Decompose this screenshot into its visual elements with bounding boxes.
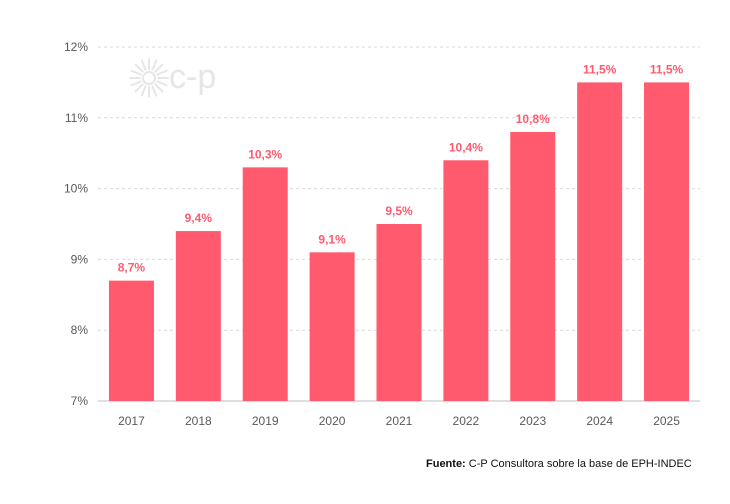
- x-tick-label: 2021: [386, 414, 413, 428]
- sun-core: [142, 71, 156, 85]
- bars: [108, 82, 690, 402]
- data-label: 8,7%: [118, 261, 146, 275]
- sun-ray: [140, 59, 147, 71]
- bar: [644, 82, 690, 402]
- sun-ray: [154, 83, 164, 93]
- x-tick-label: 2017: [118, 414, 145, 428]
- x-tick-label: 2019: [252, 414, 279, 428]
- source-note: Fuente: C-P Consultora sobre la base de …: [426, 458, 692, 470]
- bar: [510, 131, 556, 401]
- y-tick-label: 7%: [71, 394, 89, 408]
- sun-ray: [154, 63, 164, 73]
- data-label: 9,1%: [318, 232, 346, 246]
- bar: [309, 252, 355, 401]
- sun-ray: [134, 63, 144, 73]
- data-label: 9,4%: [185, 211, 213, 225]
- y-tick-label: 9%: [71, 252, 89, 266]
- cp-logo-watermark: c-p: [129, 58, 216, 98]
- bar: [443, 160, 489, 401]
- bar: [242, 167, 288, 401]
- y-tick-label: 12%: [64, 40, 88, 54]
- x-tick-label: 2020: [319, 414, 346, 428]
- data-label: 10,3%: [248, 147, 282, 161]
- sun-ray: [130, 69, 142, 76]
- x-axis-ticks: 2017 2018 2019 2020 2021 2022 2023 2024 2025: [118, 414, 680, 428]
- sun-logo-icon: [129, 58, 169, 98]
- sun-ray: [130, 80, 142, 87]
- data-label: 10,4%: [449, 140, 483, 154]
- data-labels: 8,7% 9,4% 10,3% 9,1% 9,5% 10,4% 10,8% 11,5% 11,5…: [118, 62, 684, 274]
- data-label: 11,5%: [650, 62, 684, 76]
- sun-ray: [151, 85, 158, 97]
- sun-ray: [140, 85, 147, 97]
- x-tick-label: 2025: [653, 414, 680, 428]
- sun-ray: [156, 69, 168, 76]
- data-label: 11,5%: [583, 62, 617, 76]
- x-tick-label: 2022: [453, 414, 480, 428]
- sun-ray: [156, 80, 168, 87]
- y-tick-label: 10%: [64, 182, 88, 196]
- source-text: C-P Consultora sobre la base de EPH-INDE…: [468, 458, 692, 470]
- bar: [108, 280, 154, 401]
- sun-ray: [151, 59, 158, 71]
- source-label: Fuente:: [426, 458, 466, 470]
- y-tick-label: 11%: [65, 111, 88, 125]
- x-tick-label: 2024: [586, 414, 613, 428]
- data-label: 9,5%: [385, 204, 413, 218]
- y-tick-label: 8%: [71, 323, 89, 337]
- bar: [577, 82, 623, 402]
- x-tick-label: 2023: [519, 414, 546, 428]
- bar: [376, 224, 422, 401]
- bar: [175, 231, 221, 401]
- data-label: 10,8%: [516, 112, 550, 126]
- logo-text: c-p: [169, 58, 216, 96]
- y-axis-ticks: 7% 8% 9% 10% 11% 12%: [64, 40, 88, 408]
- x-tick-label: 2018: [185, 414, 212, 428]
- sun-ray: [134, 83, 144, 93]
